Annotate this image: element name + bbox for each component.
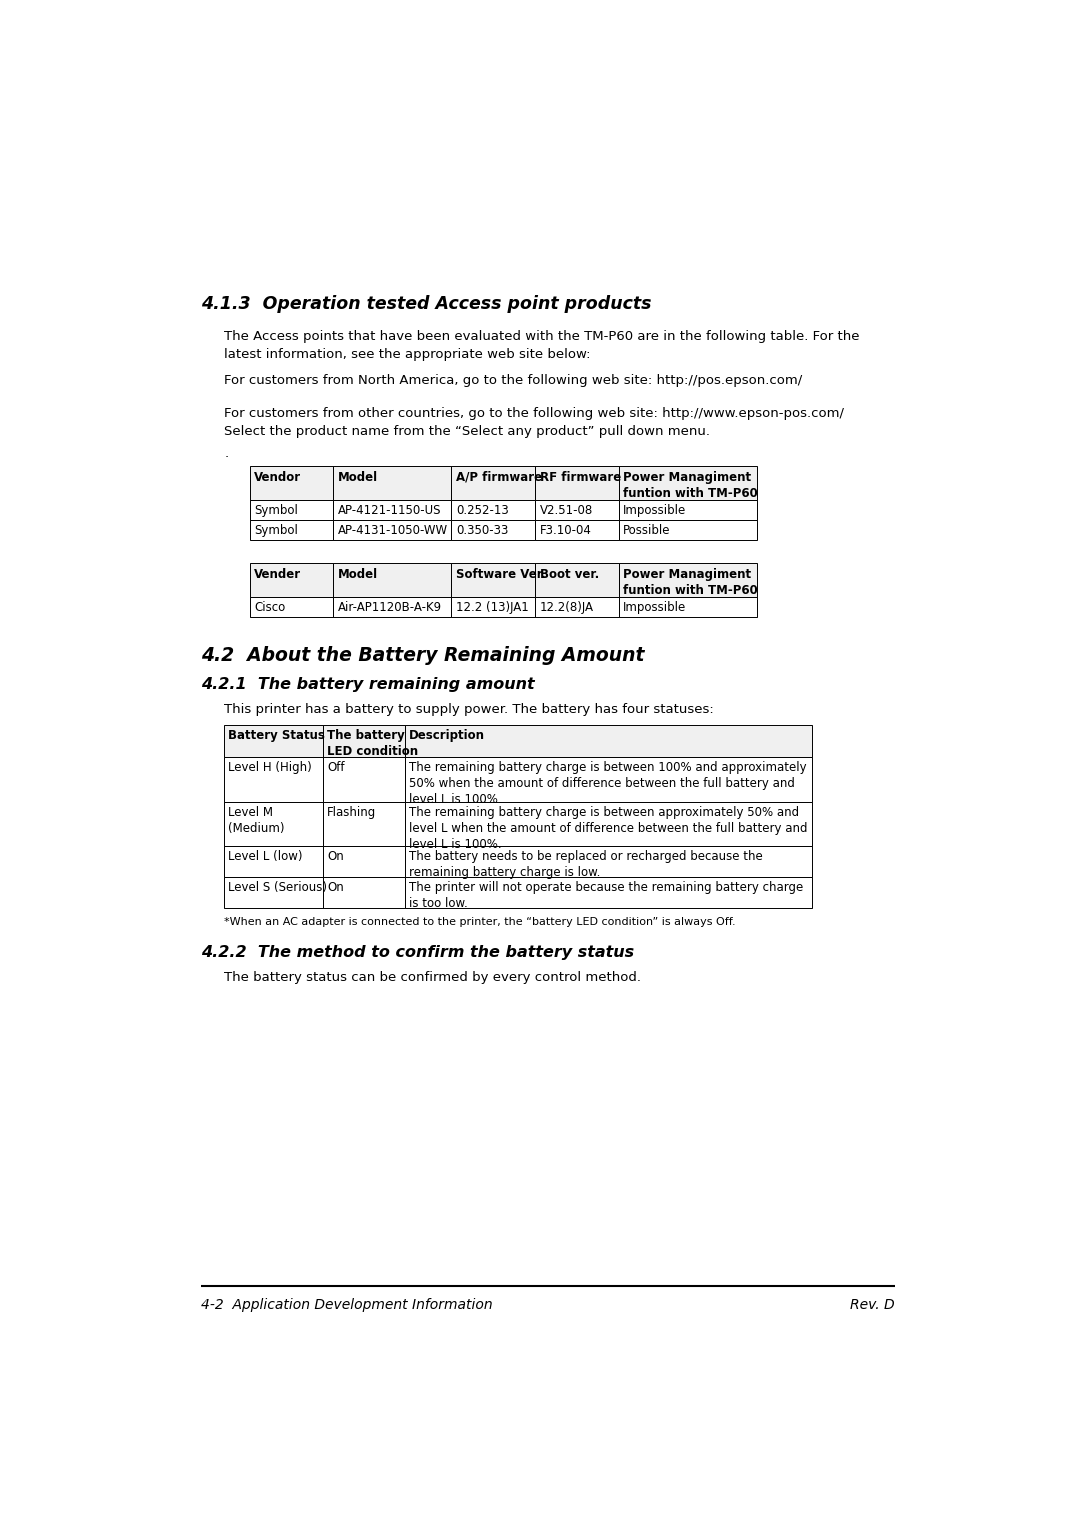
Text: Symbol: Symbol <box>255 524 298 538</box>
Text: Boot ver.: Boot ver. <box>540 567 598 581</box>
Text: Model: Model <box>338 471 378 483</box>
Bar <box>323 724 405 756</box>
Text: Impossible: Impossible <box>623 602 687 614</box>
Text: 4-2  Application Development Information: 4-2 Application Development Information <box>201 1299 492 1313</box>
Bar <box>225 847 323 877</box>
Text: Model: Model <box>338 567 378 581</box>
Text: 0.252-13: 0.252-13 <box>456 504 509 518</box>
Text: Symbol: Symbol <box>255 504 298 518</box>
Bar <box>405 724 811 756</box>
Text: *When an AC adapter is connected to the printer, the “battery LED condition” is : *When an AC adapter is connected to the … <box>225 917 735 927</box>
Bar <box>225 802 323 847</box>
Text: Vender: Vender <box>255 567 301 581</box>
Bar <box>405 756 811 802</box>
Text: 4.2.2  The method to confirm the battery status: 4.2.2 The method to confirm the battery … <box>201 944 634 960</box>
Bar <box>451 520 535 539</box>
Text: The Access points that have been evaluated with the TM-P60 are in the following : The Access points that have been evaluat… <box>225 330 860 361</box>
Bar <box>334 562 451 597</box>
Bar <box>405 877 811 908</box>
Text: .: . <box>225 448 228 460</box>
Text: For customers from other countries, go to the following web site: http://www.eps: For customers from other countries, go t… <box>225 408 845 439</box>
Bar <box>334 500 451 520</box>
Bar <box>535 466 619 500</box>
Bar <box>225 724 323 756</box>
Bar <box>323 802 405 847</box>
Bar <box>249 597 334 617</box>
Text: This printer has a battery to supply power. The battery has four statuses:: This printer has a battery to supply pow… <box>225 703 714 717</box>
Bar <box>249 562 334 597</box>
Text: For customers from North America, go to the following web site: http://pos.epson: For customers from North America, go to … <box>225 373 802 387</box>
Text: Air-AP1120B-A-K9: Air-AP1120B-A-K9 <box>338 602 442 614</box>
Text: Description: Description <box>408 729 485 741</box>
Text: Cisco: Cisco <box>255 602 285 614</box>
Bar <box>619 466 757 500</box>
Text: 12.2 (13)JA1: 12.2 (13)JA1 <box>456 602 528 614</box>
Text: The remaining battery charge is between approximately 50% and
level L when the a: The remaining battery charge is between … <box>408 805 807 851</box>
Bar <box>405 847 811 877</box>
Bar <box>619 520 757 539</box>
Bar <box>535 520 619 539</box>
Bar <box>535 500 619 520</box>
Bar <box>619 500 757 520</box>
Text: Level S (Serious): Level S (Serious) <box>228 882 327 894</box>
Text: Software Ver.: Software Ver. <box>456 567 545 581</box>
Bar <box>619 597 757 617</box>
Bar <box>619 562 757 597</box>
Text: RF firmware: RF firmware <box>540 471 621 483</box>
Text: Power Managiment
funtion with TM-P60: Power Managiment funtion with TM-P60 <box>623 567 758 596</box>
Bar <box>334 466 451 500</box>
Text: Vendor: Vendor <box>255 471 301 483</box>
Text: Level M
(Medium): Level M (Medium) <box>228 805 284 834</box>
Text: The battery status can be confirmed by every control method.: The battery status can be confirmed by e… <box>225 972 642 984</box>
Bar <box>451 562 535 597</box>
Text: On: On <box>327 850 343 863</box>
Text: Power Managiment
funtion with TM-P60: Power Managiment funtion with TM-P60 <box>623 471 758 500</box>
Text: Possible: Possible <box>623 524 671 538</box>
Text: Battery Status: Battery Status <box>228 729 325 741</box>
Text: Rev. D: Rev. D <box>850 1299 894 1313</box>
Bar <box>323 756 405 802</box>
Text: AP-4121-1150-US: AP-4121-1150-US <box>338 504 442 518</box>
Bar <box>535 562 619 597</box>
Text: Impossible: Impossible <box>623 504 687 518</box>
Text: Level H (High): Level H (High) <box>228 761 312 773</box>
Text: Off: Off <box>327 761 345 773</box>
Bar <box>334 520 451 539</box>
Text: The battery
LED condition: The battery LED condition <box>327 729 418 758</box>
Bar <box>225 756 323 802</box>
Text: AP-4131-1050-WW: AP-4131-1050-WW <box>338 524 448 538</box>
Bar <box>225 877 323 908</box>
Text: 4.1.3  Operation tested Access point products: 4.1.3 Operation tested Access point prod… <box>201 295 651 313</box>
Bar <box>334 597 451 617</box>
Text: 12.2(8)JA: 12.2(8)JA <box>540 602 594 614</box>
Text: Level L (low): Level L (low) <box>228 850 302 863</box>
Text: 4.2  About the Battery Remaining Amount: 4.2 About the Battery Remaining Amount <box>201 646 645 665</box>
Bar <box>451 597 535 617</box>
Bar <box>535 597 619 617</box>
Bar <box>451 466 535 500</box>
Text: The remaining battery charge is between 100% and approximately
50% when the amou: The remaining battery charge is between … <box>408 761 806 805</box>
Bar <box>451 500 535 520</box>
Text: 0.350-33: 0.350-33 <box>456 524 509 538</box>
Bar <box>249 466 334 500</box>
Text: F3.10-04: F3.10-04 <box>540 524 592 538</box>
Text: The battery needs to be replaced or recharged because the
remaining battery char: The battery needs to be replaced or rech… <box>408 850 762 879</box>
Bar <box>323 847 405 877</box>
Bar <box>323 877 405 908</box>
Text: On: On <box>327 882 343 894</box>
Text: V2.51-08: V2.51-08 <box>540 504 593 518</box>
Text: The printer will not operate because the remaining battery charge
is too low.: The printer will not operate because the… <box>408 882 802 911</box>
Bar <box>405 802 811 847</box>
Bar <box>249 520 334 539</box>
Bar <box>249 500 334 520</box>
Text: Flashing: Flashing <box>327 805 377 819</box>
Text: 4.2.1  The battery remaining amount: 4.2.1 The battery remaining amount <box>201 677 535 692</box>
Text: A/P firmware: A/P firmware <box>456 471 542 483</box>
